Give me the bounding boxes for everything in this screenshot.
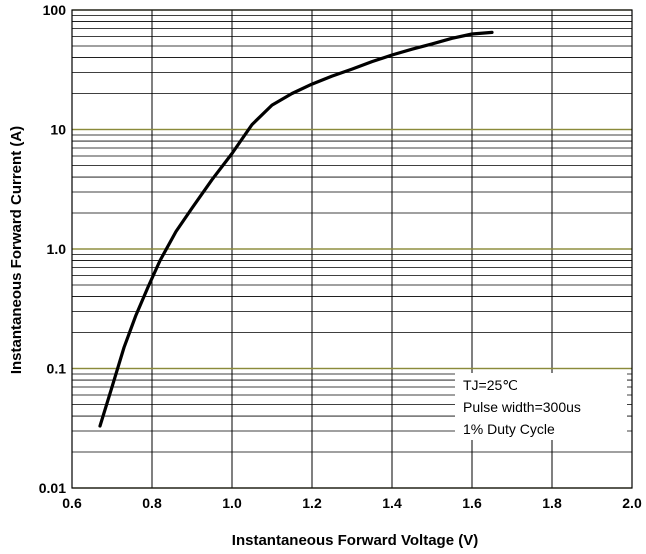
x-tick-label: 1.6	[462, 495, 482, 511]
x-tick-label: 1.4	[382, 495, 402, 511]
x-ticks: 0.6 0.8 1.0 1.2 1.4 1.6 1.8 2.0	[62, 495, 642, 511]
annotation-duty-cycle: 1% Duty Cycle	[463, 421, 555, 437]
x-tick-label: 0.8	[142, 495, 162, 511]
series-line	[98, 30, 494, 428]
y-tick-label: 1.0	[47, 241, 67, 257]
y-tick-label: 10	[50, 122, 66, 138]
y-tick-label: 100	[43, 2, 67, 18]
x-tick-label: 2.0	[622, 495, 642, 511]
annotation-temperature: TJ=25℃	[463, 377, 518, 393]
x-tick-label: 1.0	[222, 495, 242, 511]
legend-box: TJ=25℃ Pulse width=300us 1% Duty Cycle	[455, 373, 627, 440]
plot-frame	[71, 9, 633, 489]
x-tick-label: 1.2	[302, 495, 322, 511]
y-axis-label: Instantaneous Forward Current (A)	[8, 126, 25, 374]
annotation-pulse-width: Pulse width=300us	[463, 399, 581, 415]
y-ticks: 0.01 0.1 1.0 10 100	[39, 2, 66, 496]
legend-background	[455, 373, 627, 440]
y-tick-label: 0.1	[47, 361, 67, 377]
x-tick-label: 1.8	[542, 495, 562, 511]
x-tick-label: 0.6	[62, 495, 82, 511]
x-axis-label: Instantaneous Forward Voltage (V)	[232, 532, 478, 549]
y-tick-label: 0.01	[39, 480, 66, 496]
